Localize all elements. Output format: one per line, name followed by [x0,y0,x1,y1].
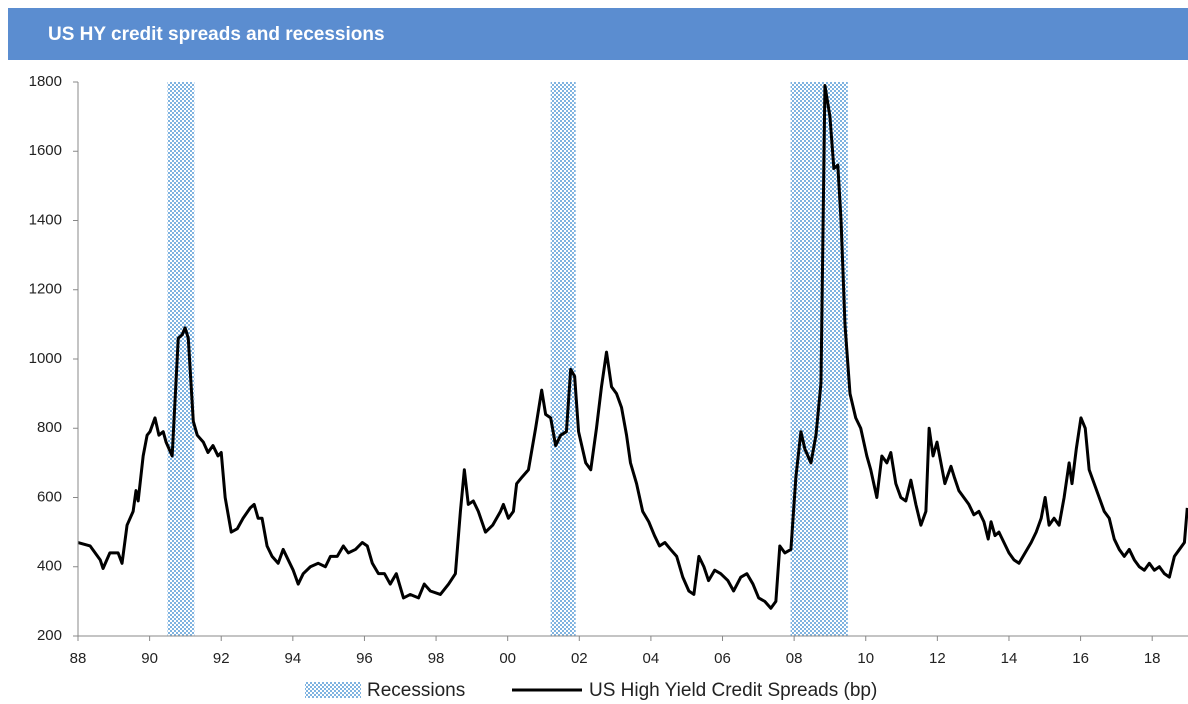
x-tick-label: 16 [1072,650,1089,667]
legend-label: Recessions [367,680,465,701]
legend-swatch [305,682,361,698]
x-tick-label: 02 [571,650,588,667]
y-tick-label: 200 [37,627,62,644]
x-tick-label: 18 [1144,650,1161,667]
x-tick-label: 00 [499,650,516,667]
x-tick-label: 08 [786,650,803,667]
y-tick-label: 1600 [29,142,62,159]
x-tick-label: 96 [356,650,373,667]
x-tick-label: 10 [857,650,874,667]
x-tick-label: 94 [284,650,301,667]
series-line [77,83,1188,610]
x-tick-label: 98 [428,650,445,667]
chart-title: US HY credit spreads and recessions [48,24,385,45]
x-tick-label: 06 [714,650,731,667]
x-tick-label: 04 [643,650,660,667]
x-tick-label: 90 [141,650,158,667]
y-tick-label: 1000 [29,350,62,367]
y-tick-label: 1200 [29,281,62,298]
legend: Recessions US High Yield Credit Spreads … [305,680,877,701]
y-tick-label: 400 [37,558,62,575]
x-tick-label: 14 [1001,650,1018,667]
recession-band [550,82,576,636]
legend-label: US High Yield Credit Spreads (bp) [589,680,877,701]
y-tick-label: 800 [37,419,62,436]
x-tick-label: 12 [929,650,946,667]
y-tick-label: 1800 [29,73,62,90]
y-tick-label: 600 [37,488,62,505]
title-bar [8,8,1188,60]
plot-area [77,82,1188,636]
x-tick-label: 92 [213,650,230,667]
y-tick-label: 1400 [29,211,62,228]
x-tick-label: 88 [70,650,87,667]
